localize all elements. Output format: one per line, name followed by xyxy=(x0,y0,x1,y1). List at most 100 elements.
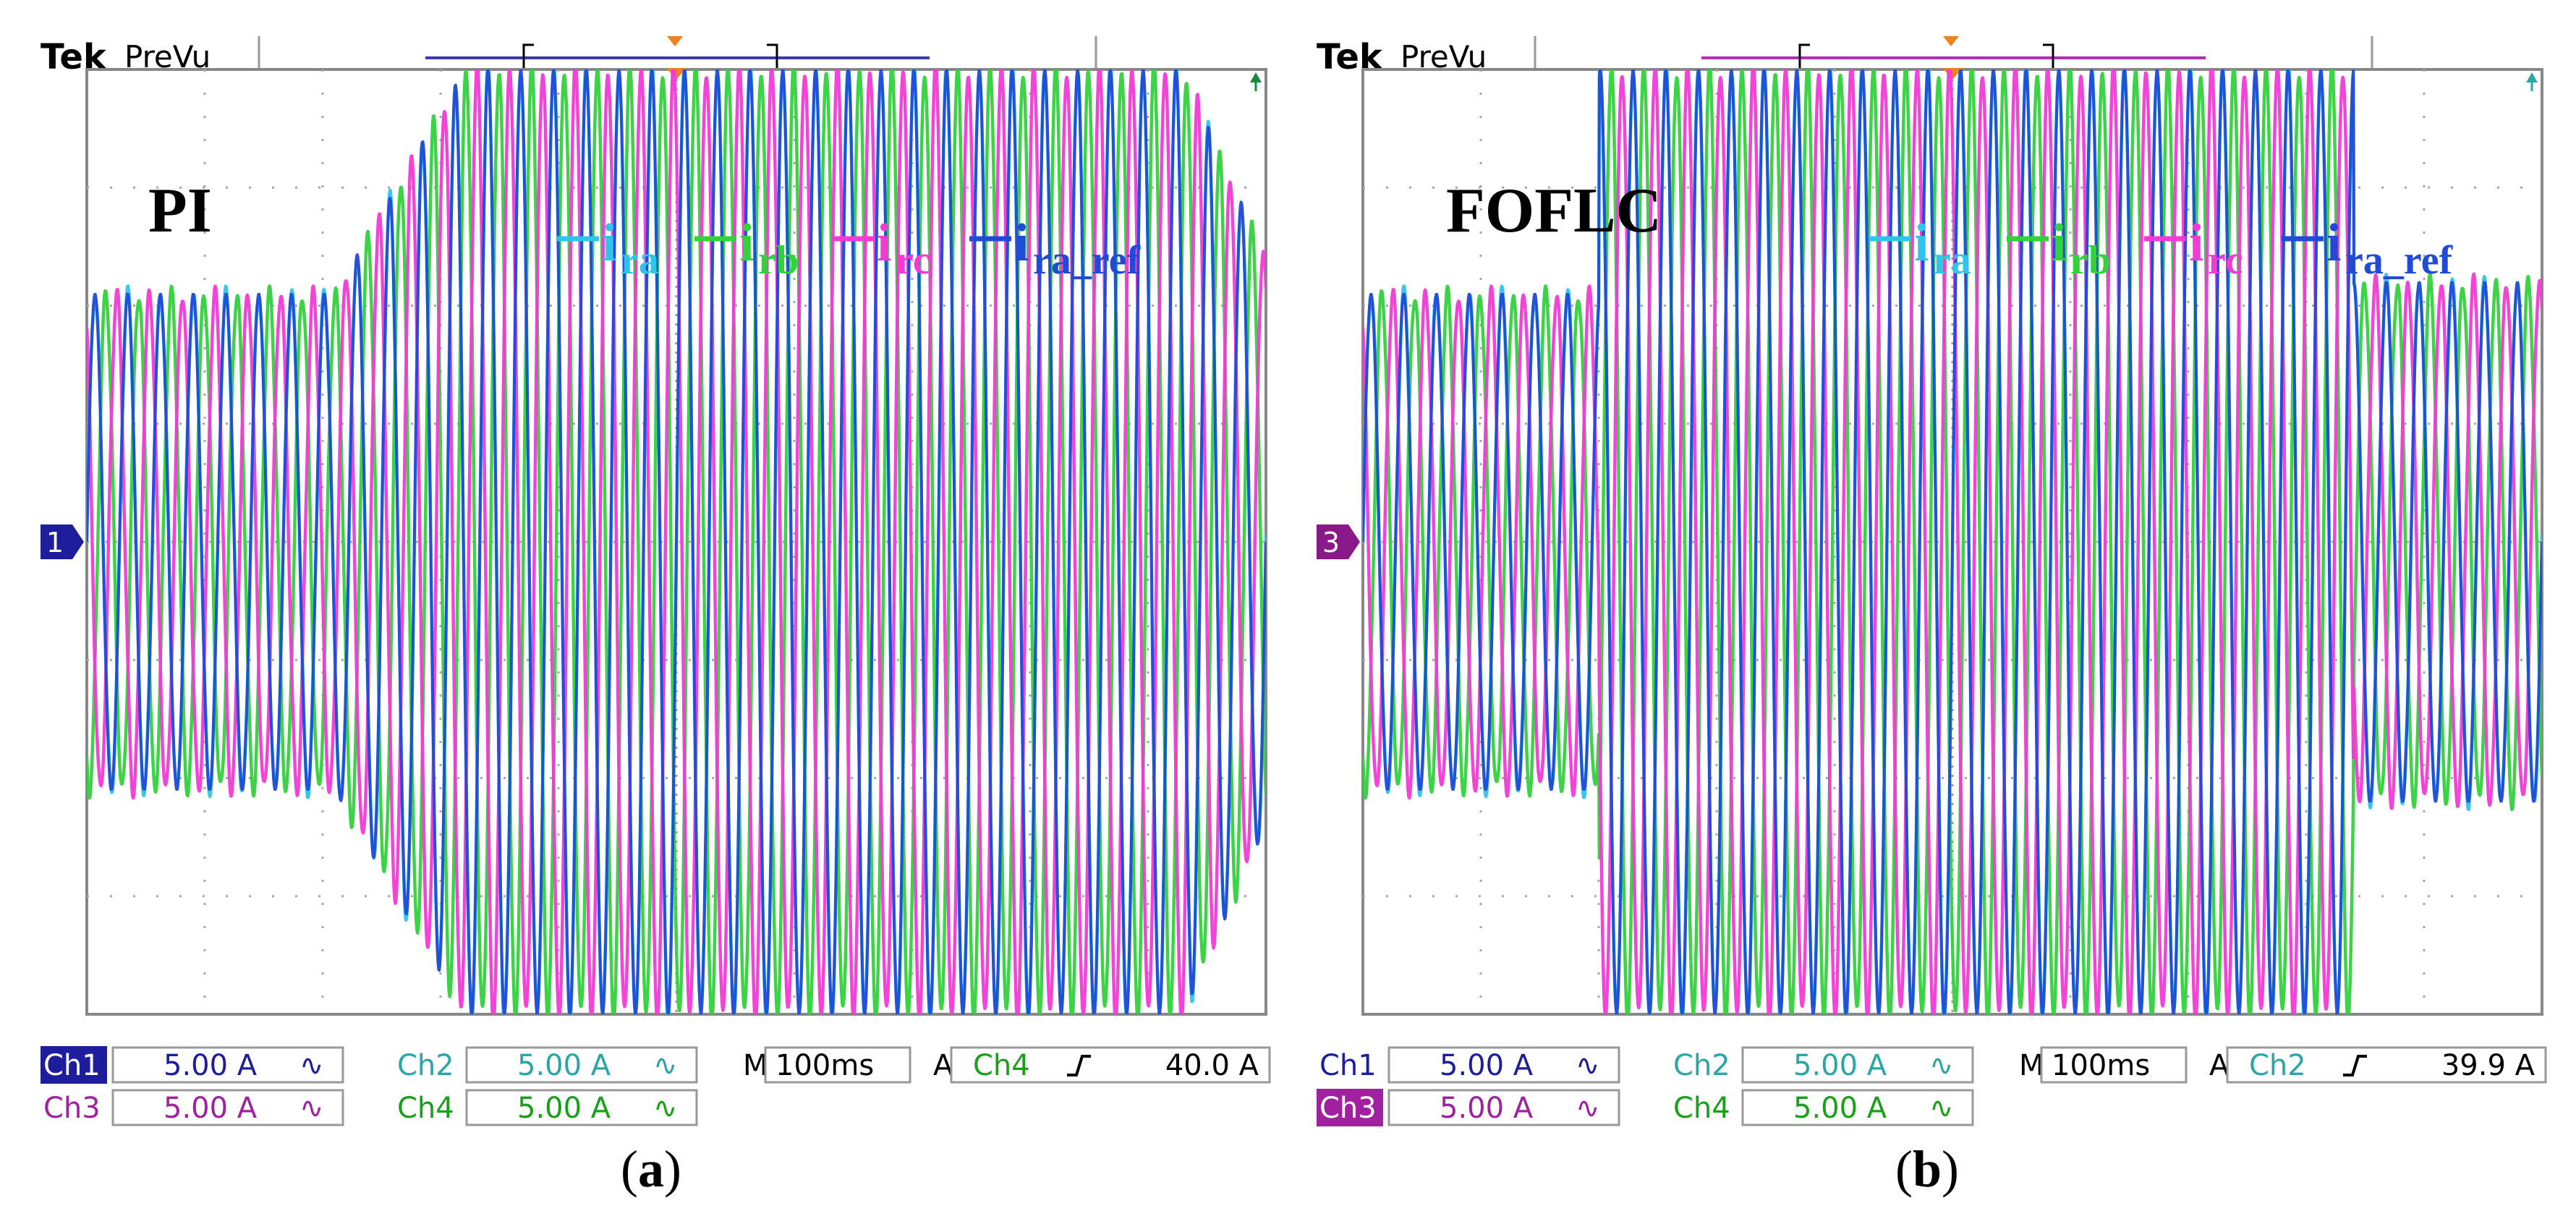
trigger-channel: Ch4 xyxy=(973,1049,1030,1082)
channel-scale-box xyxy=(1741,1046,1974,1084)
time-base-box xyxy=(2040,1046,2188,1084)
legend-label-main: i xyxy=(877,213,892,273)
waveform-i-rc xyxy=(1363,69,2542,1014)
plot-area xyxy=(85,68,1267,1016)
legend-label-subscript: rb xyxy=(2070,238,2111,283)
channel-scale-box xyxy=(465,1089,698,1126)
time-base-prefix: M xyxy=(743,1049,768,1082)
channel-readout-ch3: Ch3 5.00 A ∿ xyxy=(1317,1089,1620,1126)
trigger-box xyxy=(950,1046,1271,1084)
channel-scale: 5.00 A xyxy=(517,1049,611,1082)
ground-level-marker-label: 1 xyxy=(46,527,64,558)
waveform-i-ra-ref xyxy=(87,69,1266,1014)
coupling-icon: ∿ xyxy=(1929,1049,1954,1082)
channel-name: Ch4 xyxy=(1673,1092,1730,1125)
time-base-value: 100ms xyxy=(775,1049,874,1082)
channel-readout-ch1: Ch1 5.00 A ∿ xyxy=(1319,1046,1620,1084)
channel-scale-box xyxy=(1387,1046,1620,1084)
coupling-icon: ∿ xyxy=(653,1049,678,1082)
time-base-value: 100ms xyxy=(2052,1049,2150,1082)
coupling-icon: ∿ xyxy=(299,1092,324,1125)
channel-scale-box xyxy=(1741,1089,1974,1126)
status-bar: Ch1 5.00 A ∿ Ch2 5.00 A ∿ Ch3 5.00 A ∿ Ch4 5.00 A ∿… xyxy=(1317,1046,2547,1126)
legend-item-i-ra-ref: i ra_ref xyxy=(969,213,1142,283)
time-base-prefix: M xyxy=(2019,1049,2044,1082)
channel-name: Ch3 xyxy=(43,1092,101,1125)
channel-scale: 5.00 A xyxy=(517,1092,611,1125)
waveforms xyxy=(1363,69,2542,1014)
legend-label-subscript: rb xyxy=(758,238,799,283)
channel-name: Ch3 xyxy=(1319,1092,1377,1125)
trigger-prefix: A xyxy=(2209,1049,2229,1082)
legend-label-subscript: rc xyxy=(2208,238,2243,283)
controller-label: PI xyxy=(148,176,212,246)
channel-scale: 5.00 A xyxy=(1793,1092,1887,1125)
caption-close-paren: ) xyxy=(1942,1140,1959,1198)
channel-scale: 5.00 A xyxy=(1440,1092,1534,1125)
panel-caption: (a) xyxy=(621,1140,681,1198)
channel-scale: 5.00 A xyxy=(1793,1049,1887,1082)
legend-label-subscript: ra xyxy=(621,238,659,283)
caption-open-paren: ( xyxy=(1895,1140,1913,1198)
legend-item-i-rc: i rc xyxy=(832,213,931,283)
channel-readout-ch4: Ch4 5.00 A ∿ xyxy=(1673,1089,1974,1126)
channel-readout-ch1: Ch1 5.00 A ∿ xyxy=(41,1046,344,1084)
channel-scale-box xyxy=(111,1046,344,1084)
waveform-i-rc xyxy=(87,69,1266,1014)
ground-level-marker xyxy=(1317,524,1360,559)
channel-readout-ch4: Ch4 5.00 A ∿ xyxy=(397,1089,698,1126)
channel-scale: 5.00 A xyxy=(163,1092,258,1125)
trigger-level-marker xyxy=(1250,72,1262,82)
legend-label-main: i xyxy=(1914,213,1929,273)
channel-scale: 5.00 A xyxy=(1440,1049,1534,1082)
legend-item-i-rb: i rb xyxy=(2007,213,2111,283)
channel-name: Ch2 xyxy=(1673,1049,1730,1082)
caption-close-paren: ) xyxy=(664,1140,681,1198)
caption-open-paren: ( xyxy=(621,1140,638,1198)
channel-readout-ch2: Ch2 5.00 A ∿ xyxy=(397,1046,698,1084)
time-base-box xyxy=(764,1046,911,1084)
channel-readout-ch2: Ch2 5.00 A ∿ xyxy=(1673,1046,1974,1084)
waveform-i-ra-ref xyxy=(1363,69,2542,1014)
channel-name: Ch4 xyxy=(397,1092,454,1125)
legend-label-subscript: rc xyxy=(896,238,931,283)
caption-letter: b xyxy=(1913,1140,1942,1198)
rising-edge-icon xyxy=(1067,1055,1091,1076)
waveform-i-rb xyxy=(87,69,1266,1014)
rising-edge-icon xyxy=(2343,1055,2367,1076)
legend-label-main: i xyxy=(739,213,754,273)
caption-letter: a xyxy=(638,1140,664,1198)
status-bar: Ch1 5.00 A ∿ Ch2 5.00 A ∿ Ch3 5.00 A ∿ Ch4 5.00 A ∿… xyxy=(41,1046,1271,1126)
legend-item-i-ra-ref: i ra_ref xyxy=(2282,213,2454,283)
channel-scale-box xyxy=(111,1089,344,1126)
legend-label-main: i xyxy=(2052,213,2067,273)
channel-name: Ch1 xyxy=(43,1049,101,1082)
legend-label-subscript: ra_ref xyxy=(2345,238,2454,283)
trigger-position-icon xyxy=(1943,36,1959,46)
legend-label-main: i xyxy=(2326,213,2342,273)
coupling-icon: ∿ xyxy=(653,1092,678,1125)
trigger-level: 39.9 A xyxy=(2441,1049,2535,1082)
trigger-level-marker xyxy=(2526,72,2538,82)
channel-name: Ch1 xyxy=(1319,1049,1377,1082)
channel-name: Ch2 xyxy=(397,1049,454,1082)
ground-level-marker xyxy=(41,524,84,559)
coupling-icon: ∿ xyxy=(299,1049,324,1082)
coupling-icon: ∿ xyxy=(1576,1049,1600,1082)
legend-label-subscript: ra xyxy=(1933,238,1971,283)
channel-scale: 5.00 A xyxy=(163,1049,258,1082)
trigger-prefix: A xyxy=(933,1049,953,1082)
legend-label-subscript: ra_ref xyxy=(1033,238,1142,283)
trigger-level: 40.0 A xyxy=(1165,1049,1259,1082)
trigger-box xyxy=(2226,1046,2547,1084)
channel-highlight xyxy=(41,1046,107,1084)
legend-label-main: i xyxy=(602,213,617,273)
waveform-i-rb xyxy=(1363,69,2542,1014)
legend-label-main: i xyxy=(1014,213,1029,273)
trigger-position-icon xyxy=(667,36,683,46)
legend-item-i-ra: i ra xyxy=(1869,213,1971,283)
ground-level-marker-label: 3 xyxy=(1322,527,1340,558)
legend-item-i-rb: i rb xyxy=(694,213,799,283)
